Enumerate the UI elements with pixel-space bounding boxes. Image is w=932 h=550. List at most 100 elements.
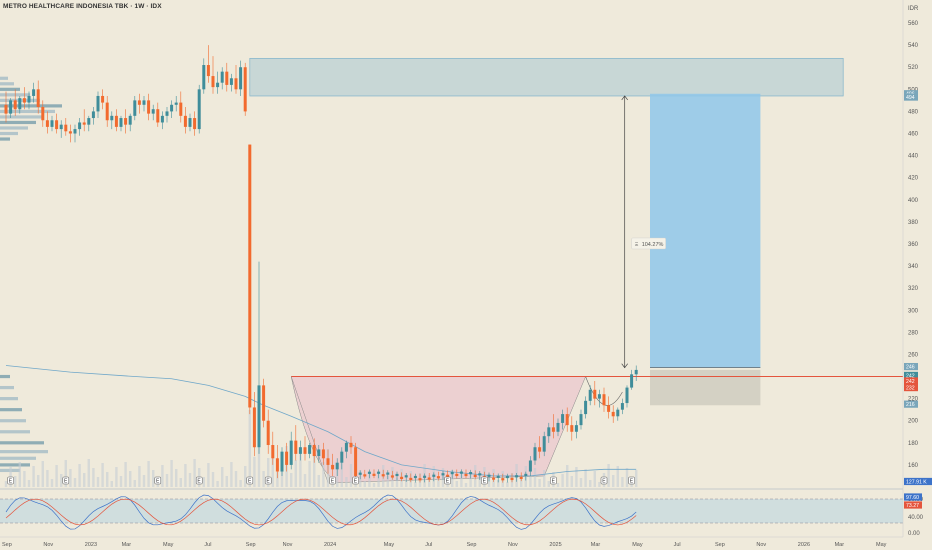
candle-body <box>390 475 394 478</box>
candle-body <box>78 122 82 130</box>
candle-body <box>91 111 95 119</box>
candle-body <box>64 124 68 132</box>
measure-arrow-head-bottom <box>621 363 628 369</box>
drawing-zones: 104.27%Ξ <box>249 57 909 483</box>
candle <box>303 436 307 461</box>
candle-body <box>524 473 528 477</box>
candle-body <box>597 394 601 399</box>
candle-body <box>82 122 86 125</box>
volume-bar <box>92 468 95 487</box>
volume-bar <box>556 483 560 487</box>
candle-body <box>469 472 473 475</box>
y-tick-label: 200 <box>908 419 919 425</box>
candle-body <box>533 447 537 461</box>
candle <box>119 115 123 132</box>
candle <box>229 73 233 92</box>
candle <box>547 422 551 443</box>
candle-body <box>409 477 413 481</box>
candle <box>142 95 146 112</box>
price-tag-box <box>904 362 918 371</box>
candle-body <box>413 475 417 479</box>
candle-body <box>381 474 385 477</box>
candle-body <box>340 451 344 463</box>
volume-bar <box>244 466 247 487</box>
volume-bar <box>276 472 279 487</box>
profile-bin <box>0 76 8 80</box>
volume-bar <box>460 472 463 487</box>
event-marker: E <box>600 476 608 485</box>
volume-bar <box>101 463 104 487</box>
volume-bar <box>83 473 86 487</box>
x-tick-label: May <box>876 542 887 548</box>
candle <box>262 378 266 428</box>
candle-body <box>206 65 210 77</box>
volume-bar <box>414 482 417 487</box>
volume-bar <box>73 478 77 487</box>
price-tag: 246 <box>904 362 918 371</box>
volume-bar <box>377 474 380 487</box>
stop-zone <box>650 369 761 406</box>
candle-body <box>634 369 638 375</box>
candle-body <box>372 473 376 476</box>
candle-body <box>239 67 243 90</box>
volume-bar <box>230 462 233 487</box>
x-tick-label: Mar <box>122 542 132 548</box>
volume-bar <box>579 478 583 487</box>
candle-body <box>331 464 335 470</box>
profile-bin <box>0 120 36 125</box>
candle-body <box>574 425 578 432</box>
candle <box>133 95 137 121</box>
candle <box>630 369 634 390</box>
candle-body <box>459 471 463 474</box>
candle <box>73 124 77 143</box>
candle-body <box>607 405 611 412</box>
candle-body <box>9 100 13 114</box>
candle <box>418 473 422 483</box>
candle-body <box>519 476 523 479</box>
candle-body <box>142 100 146 105</box>
price-tag: 242 <box>904 377 918 385</box>
target-zone <box>650 93 761 368</box>
x-tick-label: Nov <box>756 542 766 548</box>
volume-bar <box>161 465 164 487</box>
candle <box>593 380 597 406</box>
x-tick-label: Sep <box>467 542 477 548</box>
candle-body <box>289 440 293 465</box>
volume-bar <box>543 470 546 487</box>
y-tick-label: 260 <box>908 352 919 358</box>
candle-body <box>400 476 404 480</box>
candle <box>363 469 367 479</box>
candle-body <box>193 118 197 130</box>
event-marker: E <box>352 476 359 485</box>
x-tick-label: May <box>384 542 395 548</box>
volume-bar <box>50 479 54 487</box>
candle <box>32 82 36 103</box>
measure-label-box <box>631 237 666 250</box>
candle-body <box>156 109 160 123</box>
candle-body <box>528 460 532 472</box>
candle <box>18 95 22 114</box>
volume-bar <box>267 458 270 487</box>
event-marker-label: E <box>156 479 160 485</box>
volume-bar <box>478 476 481 487</box>
candle <box>308 442 312 459</box>
event-marker-box <box>329 476 336 485</box>
candle <box>551 414 555 439</box>
candle-body <box>285 451 289 465</box>
price-tag-box <box>904 400 918 408</box>
price-tag-label: 242 <box>906 373 915 379</box>
candle <box>625 385 629 408</box>
x-tick-label: Nov <box>283 542 293 548</box>
volume-bar <box>363 481 366 487</box>
candle-body <box>630 374 634 388</box>
candle-body <box>312 445 316 457</box>
price-tag-label: 232 <box>906 386 915 392</box>
volume-bar <box>170 460 173 487</box>
profile-bin <box>0 126 28 130</box>
candle <box>487 472 491 482</box>
y-tick-label: 400 <box>908 198 919 204</box>
candle <box>634 365 638 381</box>
candle <box>179 91 183 123</box>
candle-body <box>147 100 151 114</box>
